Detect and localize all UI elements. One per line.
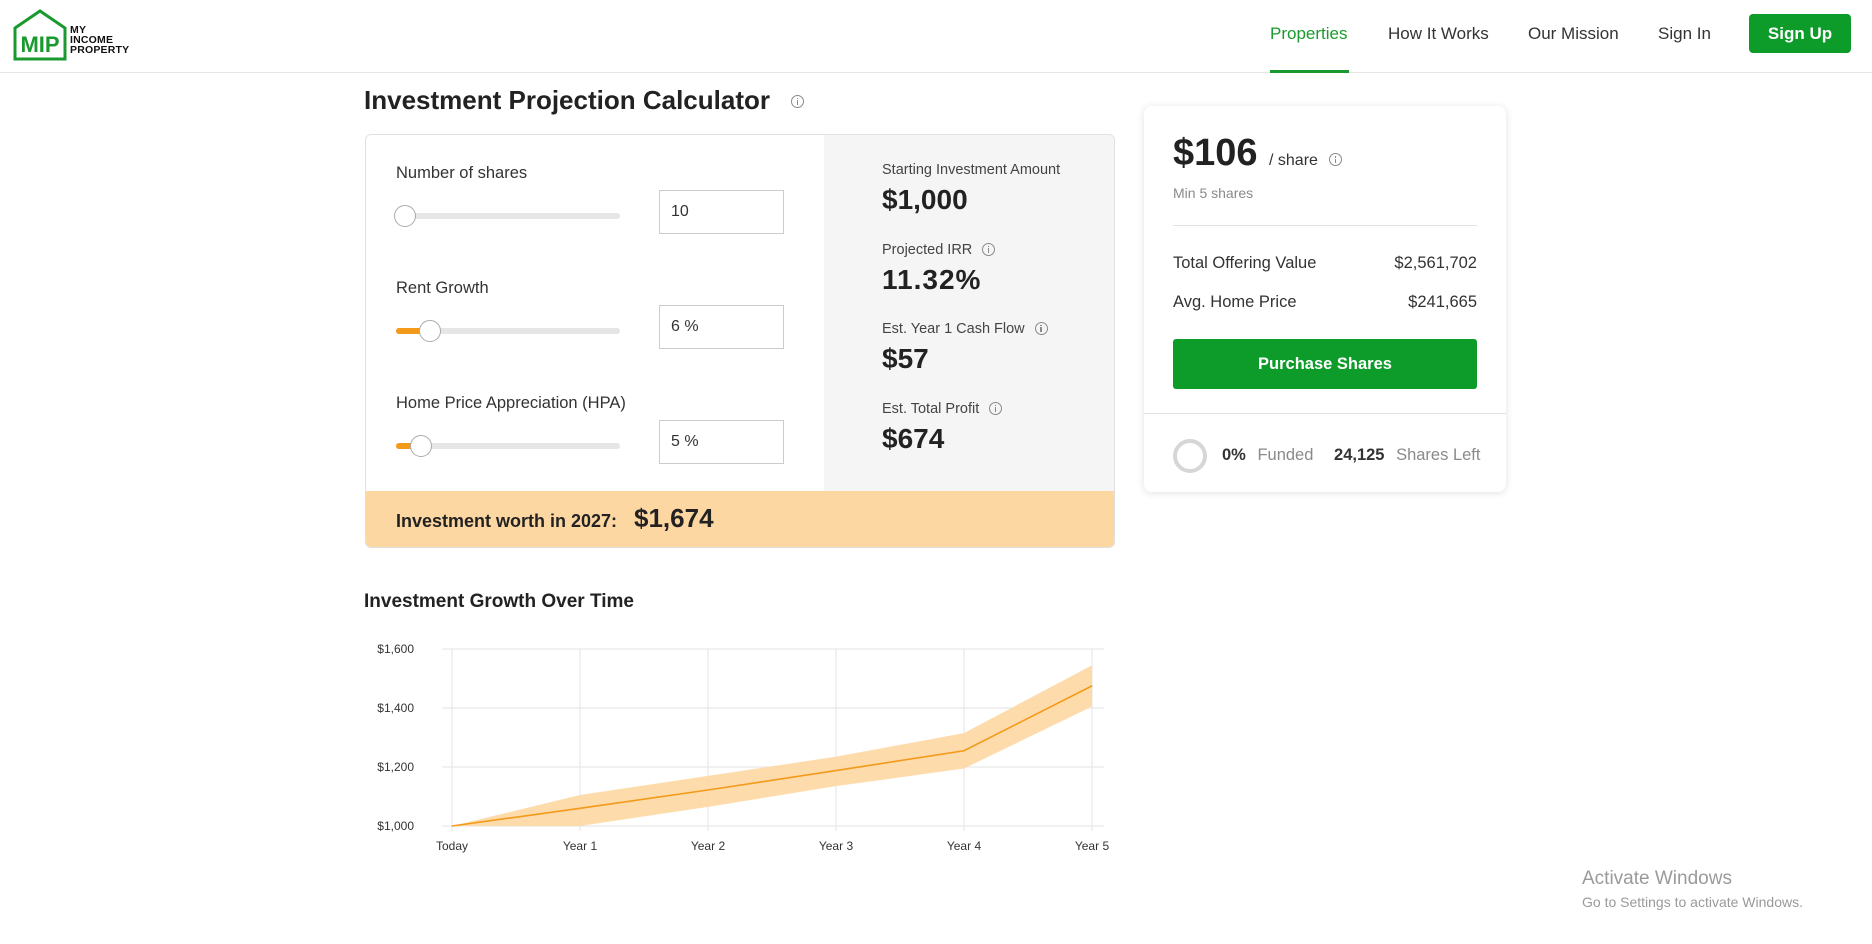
data-point xyxy=(1091,685,1093,687)
per-share-label: / share xyxy=(1269,152,1342,170)
calculator-title: Investment Projection Calculator xyxy=(364,85,805,116)
avg-home-price-value: $241,665 xyxy=(1408,293,1477,311)
rent-growth-label: Rent Growth xyxy=(396,279,489,297)
funded-percent: 0% xyxy=(1222,446,1246,464)
nav-properties[interactable]: Properties xyxy=(1270,24,1348,43)
investment-growth-chart: $1,000 $1,200 $1,400 $1,600 Today Year 1 Year … xyxy=(377,642,1110,853)
logo-line-2: INCOME xyxy=(70,34,114,46)
y-tick-label: $1,000 xyxy=(377,819,414,833)
total-offering-label: Total Offering Value xyxy=(1173,254,1317,272)
logo-house-icon: MIP xyxy=(13,9,67,61)
x-tick-label: Year 1 xyxy=(563,839,598,853)
projected-irr-label: Projected IRR xyxy=(882,242,996,258)
shares-input[interactable]: 10 xyxy=(659,190,784,234)
nav-active-underline xyxy=(1270,70,1349,73)
x-tick-label: Year 3 xyxy=(819,839,854,853)
divider xyxy=(1173,225,1477,226)
hpa-input[interactable]: 5 % xyxy=(659,420,784,464)
shares-slider[interactable] xyxy=(394,205,620,227)
investment-worth-value: $1,674 xyxy=(634,503,714,533)
calculator-card: Number of shares 10 Rent Growth 6 % Home… xyxy=(365,134,1115,548)
x-tick-label: Year 2 xyxy=(691,839,726,853)
investment-worth-label: Investment worth in 2027: xyxy=(396,511,618,531)
logo-mark: MIP xyxy=(20,32,59,57)
divider xyxy=(1144,413,1506,414)
projection-stats-panel: Starting Investment Amount $1,000 Projec… xyxy=(824,135,1114,491)
funding-status: 0% Funded 24,125 Shares Left xyxy=(1222,446,1480,465)
shares-left-count: 24,125 xyxy=(1334,446,1385,464)
total-offering-value: $2,561,702 xyxy=(1394,254,1477,272)
share-price: $106 xyxy=(1173,132,1258,174)
hpa-slider-thumb[interactable] xyxy=(409,435,432,457)
shares-left-label: Shares Left xyxy=(1396,446,1481,464)
nav-our-mission[interactable]: Our Mission xyxy=(1528,24,1619,43)
nav-how-it-works[interactable]: How It Works xyxy=(1388,24,1489,43)
total-profit-value: $674 xyxy=(882,423,945,454)
purchase-shares-button[interactable]: Purchase Shares xyxy=(1173,339,1477,389)
year1-cash-flow-label: Est. Year 1 Cash Flow xyxy=(882,321,1048,337)
x-tick-label: Year 4 xyxy=(947,839,982,853)
data-point xyxy=(963,750,965,752)
info-icon[interactable] xyxy=(989,401,1003,415)
shares-slider-thumb[interactable] xyxy=(394,205,416,227)
logo[interactable]: MIP MY INCOME PROPERTY xyxy=(12,8,142,62)
funded-progress-ring xyxy=(1173,439,1207,473)
projection-line xyxy=(451,685,1093,827)
sign-up-button[interactable]: Sign Up xyxy=(1749,14,1851,53)
logo-line-1: MY xyxy=(70,24,87,36)
logo-line-3: PROPERTY xyxy=(70,44,130,56)
info-icon[interactable] xyxy=(1034,321,1048,335)
data-point xyxy=(451,825,453,827)
activate-windows-subtitle: Go to Settings to activate Windows. xyxy=(1582,894,1803,910)
info-icon[interactable] xyxy=(791,94,805,108)
year1-cash-flow-value: $57 xyxy=(882,343,929,374)
rent-growth-slider[interactable] xyxy=(396,320,620,342)
hpa-slider[interactable] xyxy=(396,435,620,457)
shares-label: Number of shares xyxy=(396,164,528,182)
data-point xyxy=(835,770,837,772)
confidence-band xyxy=(452,665,1092,826)
y-tick-label: $1,400 xyxy=(377,701,414,715)
total-profit-label: Est. Total Profit xyxy=(882,401,1003,417)
y-tick-label: $1,600 xyxy=(377,642,414,656)
logo-wordmark: MY INCOME PROPERTY xyxy=(70,24,130,56)
investment-worth-bar: Investment worth in 2027: $1,674 xyxy=(366,491,1114,547)
funded-label: Funded xyxy=(1257,446,1314,464)
activate-windows-title: Activate Windows xyxy=(1582,868,1732,889)
y-tick-label: $1,200 xyxy=(377,760,414,774)
hpa-label: Home Price Appreciation (HPA) xyxy=(396,394,626,412)
calculator-title-text: Investment Projection Calculator xyxy=(364,85,770,115)
nav-sign-in[interactable]: Sign In xyxy=(1658,24,1711,43)
rent-growth-slider-fill xyxy=(396,328,436,334)
min-shares: Min 5 shares xyxy=(1173,185,1254,201)
projected-irr-value: 11.32% xyxy=(882,264,982,295)
site-header: MIP MY INCOME PROPERTY Properties How It… xyxy=(0,0,1872,73)
data-point xyxy=(707,789,709,791)
info-icon[interactable] xyxy=(1328,153,1342,167)
x-tick-label: Year 5 xyxy=(1075,839,1110,853)
info-icon[interactable] xyxy=(982,242,996,256)
starting-investment-label: Starting Investment Amount xyxy=(882,162,1061,178)
x-tick-label: Today xyxy=(436,839,468,853)
data-point xyxy=(579,807,581,809)
avg-home-price-label: Avg. Home Price xyxy=(1173,293,1297,311)
starting-investment-value: $1,000 xyxy=(882,184,968,215)
chart-title: Investment Growth Over Time xyxy=(364,591,634,612)
rent-growth-slider-thumb[interactable] xyxy=(418,320,441,342)
activate-windows-watermark: Activate Windows Go to Settings to activ… xyxy=(1582,868,1803,910)
rent-growth-input[interactable]: 6 % xyxy=(659,305,784,349)
offering-summary-card: $106 / share Min 5 shares Total Offering… xyxy=(1144,106,1506,492)
